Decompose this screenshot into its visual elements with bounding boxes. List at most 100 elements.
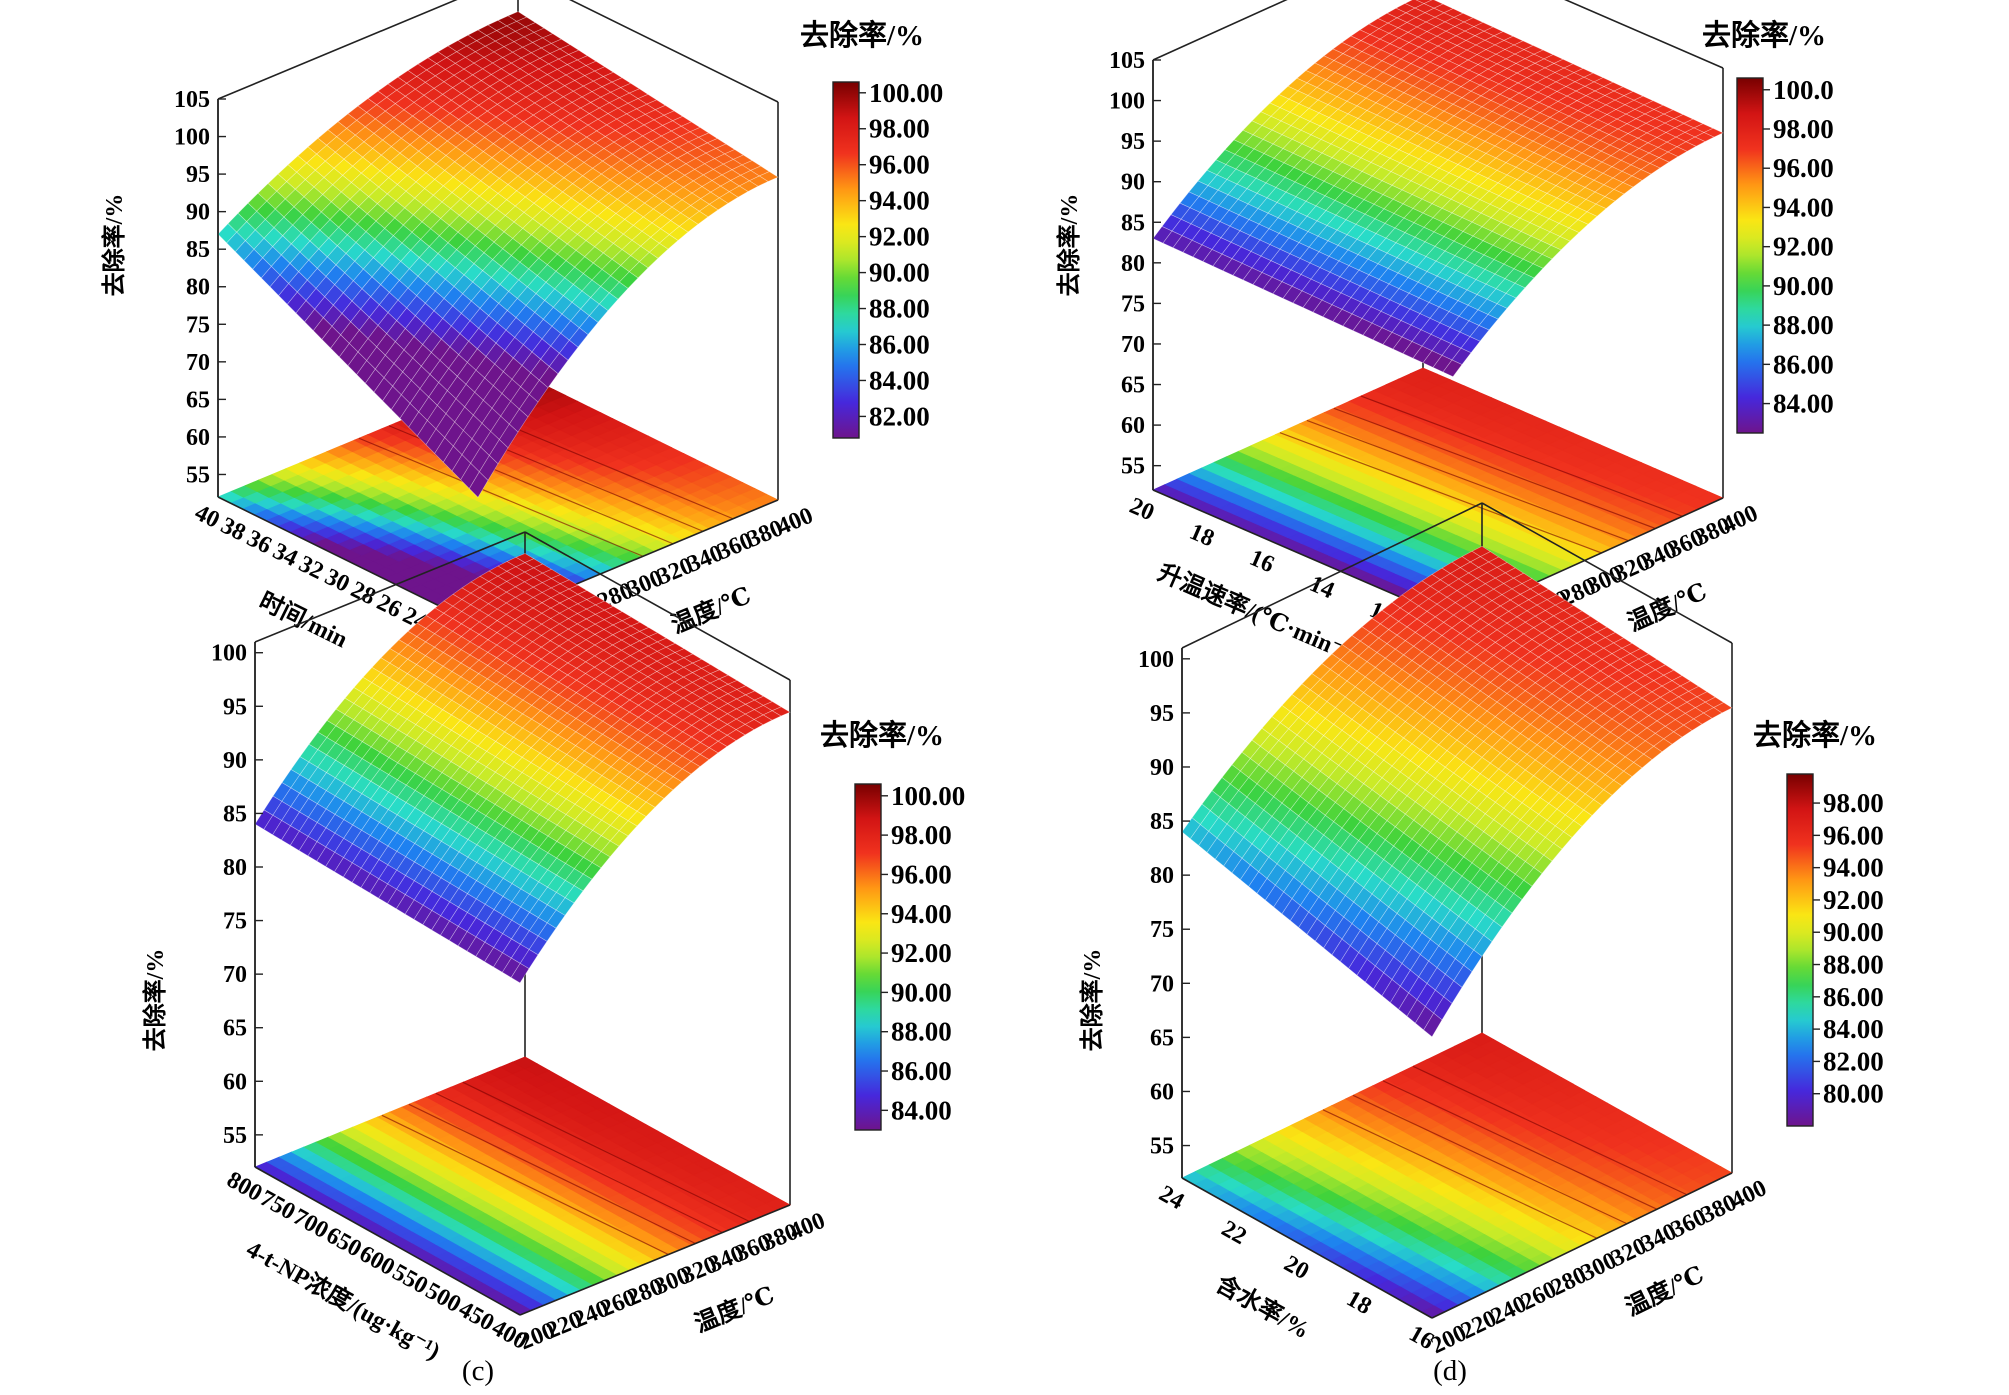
surface-cell xyxy=(1546,81,1567,92)
colorbar-tick-label: 84.00 xyxy=(891,1095,952,1125)
surface-cell xyxy=(397,70,418,84)
colorbar-tick-label: 100.00 xyxy=(869,78,943,108)
surface-cell xyxy=(443,286,464,307)
surface-cell xyxy=(628,261,649,279)
surface-cell xyxy=(452,293,472,314)
y-axis-title: 时间/min xyxy=(255,587,352,653)
y-tick-label: 18 xyxy=(1186,519,1218,552)
surface-cell xyxy=(447,40,468,53)
surface-cell xyxy=(1647,137,1668,148)
surface-cell xyxy=(474,235,495,254)
surface-cell xyxy=(758,171,779,182)
y-tick-label: 36 xyxy=(243,525,276,559)
surface-cell xyxy=(1414,3,1435,14)
surface-cell xyxy=(304,308,324,332)
surface-cell xyxy=(286,291,307,314)
colorbar-tick-label: 88.00 xyxy=(891,1017,952,1047)
surface-cell xyxy=(472,270,492,290)
surface-cell xyxy=(658,234,679,250)
surface-cell xyxy=(269,274,290,297)
surface-cell xyxy=(568,327,589,348)
surface-cell xyxy=(468,471,489,498)
z-tick-label: 105 xyxy=(1109,48,1145,74)
surface-cell xyxy=(405,181,426,199)
surface-cell xyxy=(312,317,333,340)
surface-cell xyxy=(487,19,508,31)
surface-cell xyxy=(1517,77,1538,88)
colorbar-ramp xyxy=(854,783,882,1131)
surface-cell xyxy=(678,218,699,233)
y-axis-title: 升温速率/(℃·min⁻¹) xyxy=(1154,558,1363,669)
z-tick-label: 95 xyxy=(186,162,210,188)
colorbar-tick-label: 94.00 xyxy=(891,899,952,929)
colorbar-tick-label: 88.00 xyxy=(1773,310,1834,340)
floor-contour-map xyxy=(1181,1032,1733,1319)
colorbar-title: 去除率/% xyxy=(1702,18,1826,52)
colorbar: 100.0098.0096.0094.0092.0090.0088.0086.0… xyxy=(800,18,943,439)
surface-cell xyxy=(330,334,350,358)
z-tick-label: 60 xyxy=(1121,413,1145,439)
surface-cell xyxy=(618,271,639,289)
y-tick-label: 16 xyxy=(1246,545,1278,578)
surface-cell xyxy=(470,288,491,309)
z-tick-label: 55 xyxy=(223,1123,247,1149)
contour-line xyxy=(1279,432,1602,554)
surface-cell xyxy=(528,379,549,403)
surface-cell xyxy=(471,422,492,448)
surface-cell xyxy=(252,257,272,279)
surface-cell xyxy=(451,454,472,481)
colorbar-tick-label: 96.00 xyxy=(891,859,952,889)
surface-cell xyxy=(688,210,709,225)
surface-cell xyxy=(436,140,457,156)
z-tick-label: 55 xyxy=(186,462,210,488)
surface-cell xyxy=(1503,35,1524,46)
surface-cell xyxy=(477,24,498,36)
surface-cell xyxy=(426,271,446,292)
colorbar-tick-label: 96.00 xyxy=(1773,153,1834,183)
surface-cell xyxy=(319,219,340,239)
surface-cell xyxy=(434,437,454,463)
surface-cell xyxy=(1464,26,1485,37)
surface-cell xyxy=(427,51,448,65)
frame-edge xyxy=(217,0,458,100)
surface-cell xyxy=(1556,86,1577,97)
z-tick-label: 100 xyxy=(1109,89,1145,115)
z-tick-label: 85 xyxy=(186,237,210,263)
x-tick-label: 400 xyxy=(786,1208,829,1246)
surface-cell xyxy=(1513,40,1534,50)
surface-cell xyxy=(321,325,342,349)
surface-cell xyxy=(1405,7,1426,18)
surface-cell xyxy=(738,180,759,192)
surface-cell xyxy=(1505,53,1526,64)
surface-cell xyxy=(1665,127,1686,138)
contour-line xyxy=(1333,407,1656,530)
surface-cell xyxy=(1703,127,1724,138)
surface-cell xyxy=(588,303,609,323)
surface-cell xyxy=(718,191,739,204)
surface-cell xyxy=(379,161,400,179)
surface-cell xyxy=(453,68,474,82)
surface-cell xyxy=(254,219,275,239)
surface-cell xyxy=(1685,136,1706,147)
z-tick-label: 60 xyxy=(223,1069,247,1095)
surface-cell xyxy=(1667,146,1688,157)
surface-cell xyxy=(356,360,376,384)
surface-cell xyxy=(390,394,411,419)
z-tick-label: 95 xyxy=(223,694,247,720)
surface-cell xyxy=(748,175,769,187)
surface-cell xyxy=(490,68,511,81)
surface-cell xyxy=(479,295,500,317)
surface-cell xyxy=(464,51,485,64)
colorbar-tick-label: 84.00 xyxy=(1773,389,1834,419)
surface-cell xyxy=(382,385,402,411)
surface-cell xyxy=(392,224,413,244)
z-tick-label: 70 xyxy=(1121,332,1145,358)
surface-cell xyxy=(402,214,423,233)
z-tick-label: 65 xyxy=(223,1016,247,1042)
surface-cell xyxy=(1495,49,1516,60)
surface-cell xyxy=(451,182,472,200)
surface-cell xyxy=(322,304,343,327)
surface-cell xyxy=(260,265,281,288)
surface-cell xyxy=(608,281,629,300)
surface-cell xyxy=(383,363,404,387)
